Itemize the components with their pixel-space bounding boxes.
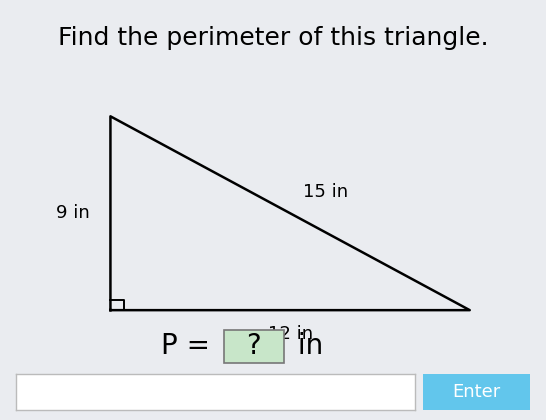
Text: 9 in: 9 in [56, 204, 90, 222]
Text: P =: P = [161, 333, 218, 360]
Text: 15 in: 15 in [304, 183, 348, 201]
Text: ?: ? [246, 333, 262, 360]
Text: Find the perimeter of this triangle.: Find the perimeter of this triangle. [58, 26, 488, 50]
Text: Enter: Enter [452, 383, 501, 401]
Text: 12 in: 12 in [268, 325, 313, 343]
Text: in: in [289, 333, 324, 360]
FancyBboxPatch shape [224, 330, 284, 363]
